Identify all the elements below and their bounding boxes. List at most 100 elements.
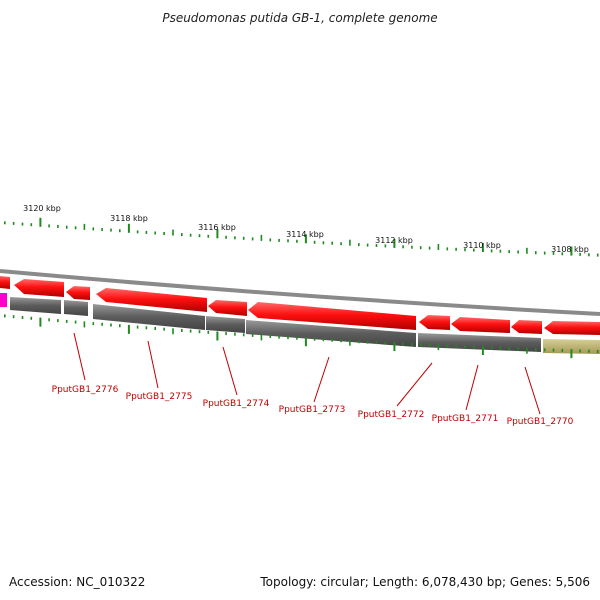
ruler-tick	[145, 230, 148, 234]
ruler-tick	[419, 246, 422, 250]
ruler-tick	[74, 226, 77, 230]
ruler-tick	[278, 238, 280, 242]
gene-arrow-PputGB1_2772[interactable]	[419, 315, 450, 330]
lower-tick	[181, 329, 183, 332]
ruler-tick	[225, 235, 227, 239]
lower-tick	[57, 319, 59, 323]
ruler-tick	[304, 234, 307, 244]
ruler-tick	[535, 251, 537, 255]
ruler-tick	[437, 244, 440, 250]
ruler-tick	[181, 233, 183, 237]
ruler-tick	[207, 234, 210, 238]
ruler-tick	[4, 221, 6, 225]
ruler-tick	[384, 244, 387, 248]
lower-tick	[375, 341, 378, 345]
lower-tick	[517, 347, 519, 351]
lower-tick	[207, 330, 210, 334]
gene-arrow-PputGB1_2774[interactable]	[208, 300, 247, 316]
lower-tick	[366, 340, 369, 344]
gene-arrow-PputGB1_2771[interactable]	[451, 317, 510, 333]
lower-tick	[287, 336, 289, 340]
ruler-tick	[340, 242, 342, 246]
ruler-tick	[349, 239, 351, 246]
ruler-tick	[428, 246, 431, 250]
ruler-tick	[12, 221, 15, 225]
gene-label-2771[interactable]: PputGB1_2771	[432, 414, 499, 424]
gene-arrow-PputGB1_2773[interactable]	[248, 302, 416, 330]
accession-text: Accession: NC_010322	[9, 575, 145, 589]
cds-block-2[interactable]	[64, 300, 88, 316]
ruler-tick	[322, 241, 325, 245]
lower-tick	[535, 348, 537, 351]
gene-arrow-PputGB1_2775[interactable]	[96, 288, 207, 312]
ruler-tick	[172, 229, 174, 236]
ruler-label-3114: 3114 kbp	[286, 230, 324, 239]
lower-tick	[110, 323, 112, 327]
lower-tick	[596, 350, 599, 353]
lower-tick	[508, 347, 510, 351]
lower-tick	[358, 340, 360, 344]
lower-tick	[455, 344, 457, 348]
lower-tick	[526, 347, 528, 354]
ruler-tick	[596, 253, 599, 257]
lower-tick	[30, 316, 33, 320]
lower-tick	[464, 345, 466, 349]
ruler-tick	[446, 247, 449, 251]
cds-block-3[interactable]	[93, 304, 205, 330]
gene-label-2776[interactable]: PputGB1_2776	[52, 385, 119, 395]
ruler-tick	[269, 238, 272, 242]
lower-tick	[570, 349, 573, 359]
ruler-tick	[57, 225, 59, 228]
ruler-tick	[366, 243, 369, 247]
gene-label-2770[interactable]: PputGB1_2770	[507, 417, 574, 427]
magenta-feature[interactable]	[0, 293, 7, 307]
ruler-tick	[136, 230, 139, 234]
ruler-tick	[393, 238, 396, 248]
gene-label-2774[interactable]: PputGB1_2774	[203, 399, 270, 409]
lower-tick	[561, 348, 564, 352]
ruler-label-3120: 3120 kbp	[23, 204, 61, 213]
lower-tick	[411, 342, 413, 346]
lower-tick	[543, 348, 546, 352]
gene-arrow-PputGB1_2776[interactable]	[14, 279, 64, 297]
cds-block-6[interactable]	[418, 333, 541, 352]
other-feature[interactable]	[543, 339, 600, 354]
lower-tick	[419, 343, 422, 347]
lower-tick	[340, 339, 342, 343]
ruler-tick	[517, 250, 519, 254]
ruler-tick	[473, 248, 475, 252]
ruler-tick	[242, 236, 245, 240]
lower-tick	[21, 316, 24, 319]
cds-block-4[interactable]	[206, 316, 245, 333]
ruler-tick	[127, 223, 130, 233]
lower-tick	[39, 317, 42, 327]
ruler-tick	[65, 225, 68, 229]
cds-block-5[interactable]	[246, 320, 416, 347]
gene-arrow-PputGB1_2770b[interactable]	[544, 321, 600, 335]
page-title: Pseudomonas putida GB-1, complete genome	[162, 11, 437, 25]
ruler-tick	[358, 243, 360, 247]
cds-block-1[interactable]	[10, 297, 61, 314]
gene-arrow-small-1[interactable]	[66, 286, 90, 300]
gene-label-2775[interactable]: PputGB1_2775	[126, 392, 193, 402]
lower-tick	[74, 320, 77, 324]
gene-arrow-left-edge[interactable]	[0, 276, 10, 289]
lower-tick	[216, 331, 219, 341]
gene-arrow-PputGB1_2770a[interactable]	[511, 320, 542, 334]
ruler-tick	[588, 253, 590, 257]
lower-tick	[384, 341, 387, 345]
lower-tick	[481, 346, 484, 355]
gene-label-2773[interactable]: PputGB1_2773	[279, 405, 346, 415]
ruler-tick	[402, 245, 404, 249]
ruler-tick	[481, 243, 484, 252]
ruler-tick	[570, 246, 573, 256]
lower-tick	[446, 344, 449, 348]
lower-tick	[242, 333, 245, 337]
ruler-tick	[30, 223, 33, 227]
lower-tick	[296, 336, 298, 340]
gene-label-2772[interactable]: PputGB1_2772	[358, 410, 425, 420]
ruler-tick	[455, 247, 457, 251]
ruler-label-3116: 3116 kbp	[198, 223, 236, 232]
ruler-tick	[234, 236, 236, 240]
lower-tick	[83, 321, 86, 328]
